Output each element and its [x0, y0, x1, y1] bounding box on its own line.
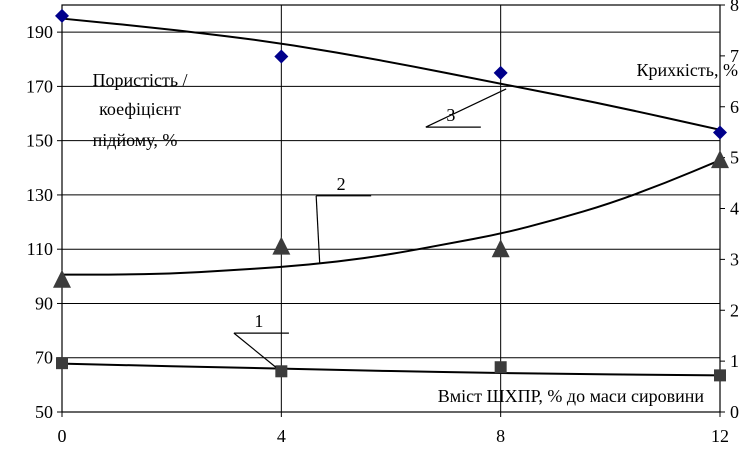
x-tick-label: 8 — [496, 426, 505, 446]
x-tick-label: 0 — [58, 426, 67, 446]
text-layer: Пористість / коефіцієнт підйому, % Крихк… — [92, 60, 738, 406]
y-right-tick-label: 1 — [730, 351, 739, 371]
y-left-title-line-3: підйому, % — [93, 130, 178, 150]
y-right-tick-label: 4 — [730, 199, 739, 219]
y-left-tick-label: 90 — [35, 293, 53, 313]
y-right-tick-label: 8 — [730, 0, 739, 15]
series-3-point — [274, 49, 289, 64]
x-axis-title: Вміст ШХПР, % до маси сировини — [438, 386, 705, 406]
y-left-title-line-2: коефіцієнт — [99, 99, 181, 119]
y-right-tick-label: 6 — [730, 97, 739, 117]
series-2-point — [491, 239, 510, 258]
y-right-tick-label: 3 — [730, 249, 739, 269]
series-1-trend-line — [61, 362, 721, 377]
y-left-tick-label: 130 — [26, 185, 53, 205]
curve-label-leader — [233, 332, 277, 368]
y-left-title-line-1: Пористість / — [92, 70, 187, 90]
y-left-tick-label: 70 — [35, 348, 53, 368]
series-3-point — [493, 65, 508, 80]
curve-label-3: 3 — [446, 105, 455, 125]
y-right-title: Крихкість, % — [637, 60, 738, 80]
plot-area — [61, 4, 721, 413]
series-3-point — [713, 125, 727, 140]
series-1-point — [714, 369, 726, 382]
y-left-tick-label: 170 — [26, 76, 53, 96]
series-2-point — [272, 236, 291, 255]
x-tick-label: 4 — [277, 426, 286, 446]
series-2-point — [53, 269, 71, 288]
series-1-point — [494, 361, 507, 374]
y-right-tick-label: 7 — [730, 46, 739, 66]
y-right-tick-label: 0 — [730, 402, 739, 422]
grid — [62, 5, 720, 412]
curve-label-leader — [425, 88, 507, 128]
x-tick-label: 12 — [711, 426, 729, 446]
y-right-tick-label: 2 — [730, 300, 739, 320]
series — [53, 8, 729, 382]
y-left-tick-label: 190 — [26, 22, 53, 42]
y-right-tick-label: 5 — [730, 148, 739, 168]
curve-label-1: 1 — [254, 311, 263, 331]
series-1-point — [275, 365, 288, 378]
series-3-point — [55, 8, 69, 23]
series-2-trend-line — [62, 159, 721, 276]
series-3-trend-line — [61, 17, 721, 131]
curve-label-leader — [315, 195, 321, 264]
y-left-tick-label: 150 — [26, 131, 53, 151]
y-left-tick-label: 50 — [35, 402, 53, 422]
curve-label-2: 2 — [337, 174, 346, 194]
series-2-point — [711, 150, 729, 169]
y-left-tick-label: 110 — [27, 239, 53, 259]
series-1-point — [56, 357, 68, 370]
